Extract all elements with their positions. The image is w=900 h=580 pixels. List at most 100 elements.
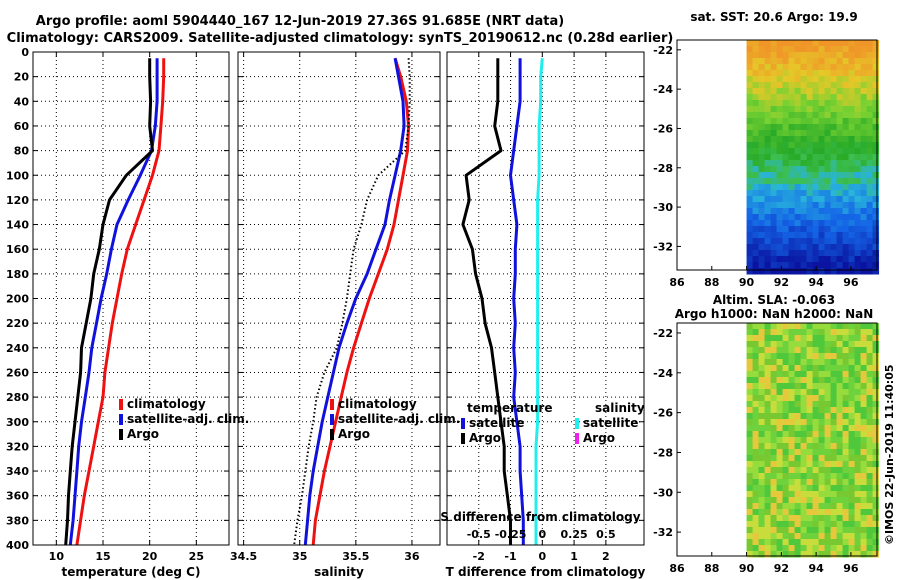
heatmap-cell: [818, 256, 826, 263]
heatmap-cell: [758, 40, 766, 47]
heatmap-cell: [860, 461, 868, 468]
heatmap-cell: [776, 341, 784, 348]
heatmap-cell: [800, 335, 808, 342]
heatmap-cell: [800, 473, 808, 480]
heatmap-cell: [824, 395, 832, 402]
heatmap-cell: [794, 335, 802, 342]
heatmap-cell: [758, 527, 766, 534]
heatmap-cell: [854, 118, 862, 125]
heatmap-cell: [758, 190, 766, 197]
sla-map-xtick-label: 92: [774, 562, 789, 575]
heatmap-cell: [806, 419, 814, 426]
heatmap-cell: [776, 395, 784, 402]
heatmap-cell: [746, 329, 754, 336]
heatmap-cell: [752, 329, 760, 336]
heatmap-cell: [794, 329, 802, 336]
heatmap-cell: [842, 166, 850, 173]
legend-label: Argo: [469, 431, 501, 445]
heatmap-cell: [824, 353, 832, 360]
heatmap-cell: [836, 545, 844, 552]
heatmap-cell: [764, 407, 772, 414]
heatmap-cell: [812, 58, 820, 65]
heatmap-cell: [794, 491, 802, 498]
heatmap-cell: [848, 407, 856, 414]
heatmap-cell: [860, 154, 868, 161]
heatmap-cell: [836, 154, 844, 161]
heatmap-cell: [830, 521, 838, 528]
heatmap-cell: [824, 220, 832, 227]
heatmap-cell: [782, 202, 790, 209]
heatmap-cell: [800, 515, 808, 522]
heatmap-cell: [872, 64, 880, 71]
heatmap-cell: [800, 401, 808, 408]
heatmap-cell: [872, 70, 880, 77]
heatmap-cell: [746, 455, 754, 462]
heatmap-cell: [818, 329, 826, 336]
heatmap-cell: [818, 485, 826, 492]
heatmap-cell: [794, 208, 802, 215]
heatmap-cell: [860, 76, 868, 83]
heatmap-cell: [806, 220, 814, 227]
heatmap-cell: [854, 136, 862, 143]
heatmap-cell: [776, 419, 784, 426]
heatmap-cell: [788, 449, 796, 456]
heatmap-cell: [782, 82, 790, 89]
heatmap-cell: [860, 214, 868, 221]
heatmap-cell: [794, 413, 802, 420]
heatmap-cell: [776, 485, 784, 492]
depth-tick-label: 340: [6, 465, 29, 478]
heatmap-cell: [746, 124, 754, 131]
heatmap-cell: [764, 515, 772, 522]
heatmap-cell: [764, 178, 772, 185]
heatmap-cell: [782, 359, 790, 366]
heatmap-cell: [752, 515, 760, 522]
heatmap-cell: [770, 52, 778, 59]
heatmap-cell: [794, 250, 802, 257]
heatmap-cell: [800, 383, 808, 390]
heatmap-cell: [764, 449, 772, 456]
heatmap-cell: [824, 377, 832, 384]
heatmap-cell: [818, 491, 826, 498]
heatmap-cell: [746, 341, 754, 348]
heatmap-cell: [872, 100, 880, 107]
heatmap-cell: [764, 371, 772, 378]
heatmap-cell: [842, 178, 850, 185]
heatmap-cell: [794, 437, 802, 444]
heatmap-cell: [866, 509, 874, 516]
heatmap-cell: [806, 214, 814, 221]
heatmap-cell: [788, 431, 796, 438]
heatmap-cell: [776, 238, 784, 245]
heatmap-cell: [758, 136, 766, 143]
heatmap-cell: [866, 359, 874, 366]
heatmap-cell: [752, 545, 760, 552]
heatmap-cell: [824, 341, 832, 348]
heatmap-cell: [824, 473, 832, 480]
heatmap-cell: [866, 515, 874, 522]
heatmap-cell: [806, 40, 814, 47]
heatmap-cell: [830, 353, 838, 360]
heatmap-cell: [782, 94, 790, 101]
heatmap-cell: [866, 479, 874, 486]
heatmap-cell: [836, 383, 844, 390]
heatmap-cell: [776, 431, 784, 438]
heatmap-cell: [794, 455, 802, 462]
heatmap-cell: [818, 527, 826, 534]
heatmap-cell: [782, 455, 790, 462]
heatmap-cell: [866, 335, 874, 342]
heatmap-cell: [860, 401, 868, 408]
depth-tick-label: 80: [14, 145, 30, 158]
heatmap-cell: [854, 208, 862, 215]
heatmap-cell: [776, 76, 784, 83]
heatmap-cell: [776, 100, 784, 107]
heatmap-cell: [752, 262, 760, 269]
heatmap-cell: [824, 527, 832, 534]
heatmap-cell: [764, 527, 772, 534]
heatmap-cell: [770, 184, 778, 191]
heatmap-cell: [806, 76, 814, 83]
heatmap-cell: [818, 455, 826, 462]
heatmap-cell: [806, 521, 814, 528]
heatmap-cell: [788, 335, 796, 342]
heatmap-cell: [824, 449, 832, 456]
heatmap-cell: [848, 551, 856, 558]
heatmap-cell: [806, 437, 814, 444]
